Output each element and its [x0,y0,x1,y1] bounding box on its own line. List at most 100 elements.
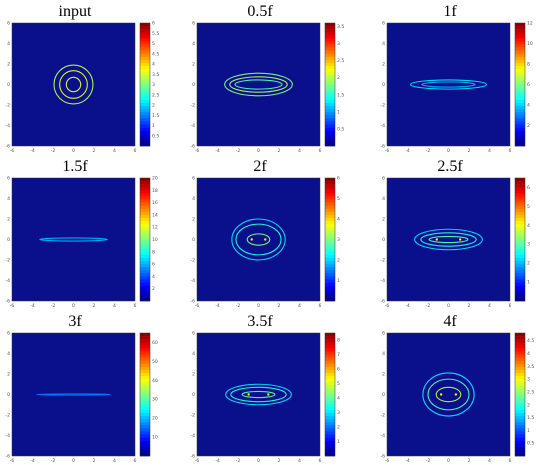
x-tick-label: 6 [134,303,137,309]
intensity-ring [428,235,469,244]
y-tick-label: -4 [190,433,195,439]
colorbar-segment [140,422,150,426]
colorbar-segment [140,251,150,256]
colorbar-segment [515,62,525,67]
plot-frame [196,22,321,147]
colorbar-segment [325,336,335,340]
colorbar-tick-label: 20 [152,416,158,422]
colorbar-segment [325,29,335,33]
x-tick-label: 0 [257,303,260,309]
colorbar-segment [515,115,525,119]
colorbar-segment [515,72,525,76]
colorbar-tick-label: 5 [527,204,530,210]
hot-spot [458,238,462,241]
colorbar-segment [140,412,150,417]
colorbar-segment [515,121,525,125]
colorbar-segment [140,257,150,262]
colorbar-segment [325,56,335,61]
colorbar-tick-label: 3 [527,242,530,248]
colorbar-segment [140,62,150,67]
hot-spot [267,393,270,396]
colorbar-tick-label: 20 [152,176,158,182]
x-tick-label: -4 [30,458,35,464]
x-tick-label: -4 [30,303,35,309]
colorbar-segment [140,184,150,188]
colorbar-segment [325,376,335,380]
y-tick-label: 0 [7,82,10,88]
colorbar-segment [515,279,525,283]
colorbar-tick-label: 4 [527,351,530,357]
x-tick-label: 2 [468,303,471,309]
colorbar-tick-label: 6 [527,82,530,88]
colorbar-segment [140,366,150,371]
colorbar-tick-label: 4.5 [152,51,159,57]
colorbar-segment [140,351,150,355]
colorbar-segment [140,273,150,277]
colorbar-segment [515,400,525,405]
colorbar-segment [325,118,335,122]
colorbar-segment [140,84,150,88]
colorbar-segment [515,273,525,277]
colorbar-segment [325,242,335,246]
colorbar-segment [325,416,335,420]
colorbar-segment [325,449,335,454]
colorbar-segment [515,81,525,85]
intensity-ring [224,72,293,97]
colorbar-tick-label: 6 [337,176,340,182]
y-tick-label: -2 [5,413,10,419]
colorbar-segment [140,32,150,36]
colorbar-segment [325,345,335,349]
colorbar-segment [515,264,525,268]
colorbar-segment [515,38,525,42]
colorbar-segment [140,406,150,411]
colorbar-segment [515,69,525,73]
colorbar-tick-label: 3 [337,41,340,47]
x-tick-label: -6 [10,148,15,154]
colorbar-segment [515,84,525,88]
colorbar-segment [325,360,335,365]
colorbar-segment [325,78,335,82]
y-tick-label: 6 [7,21,10,27]
colorbar-segment [515,109,525,113]
panel-title: 3f [68,313,82,330]
colorbar-segment [515,379,525,383]
plot-area [12,333,135,456]
colorbar-segment [140,50,150,55]
x-tick-label: -2 [236,148,241,154]
colorbar-segment [325,285,335,289]
colorbar-tick-label: 18 [152,188,158,194]
x-tick-label: -4 [215,303,220,309]
colorbar-segment [325,406,335,411]
plot-frame [386,332,511,457]
heatmap-panel: 1f -6 -4 -2 0 2 4 6 6 4 2 0 -2 -4 -6 2 4 6 8 10 12 [380,3,550,158]
colorbar-segment [325,419,335,423]
colorbar-tick-label: 3 [337,237,340,243]
colorbar-segment [140,360,150,365]
colorbar-segment [140,245,150,250]
colorbar-segment [325,93,335,98]
colorbar-segment [515,339,525,343]
y-tick-label: 6 [7,331,10,337]
colorbar-segment [325,291,335,296]
heatmap-panel: 4f -6 -4 -2 0 2 4 6 6 4 2 0 -2 -4 -6 0.5 1 1.5 2 2.5 3 3.5 4 4.… [380,313,550,468]
colorbar-segment [325,288,335,293]
y-tick-label: 2 [7,372,10,378]
colorbar-segment [515,227,525,231]
y-tick-label: 2 [192,217,195,223]
intensity-ring [36,393,111,396]
colorbar-segment [140,242,150,246]
x-tick-label: 6 [134,458,137,464]
colorbar-segment [325,214,335,219]
y-tick-label: -6 [190,299,195,305]
colorbar-segment [515,245,525,250]
colorbar-segment [515,93,525,98]
colorbar-segment [140,205,150,210]
colorbar-segment [140,297,150,302]
colorbar-segment [325,187,335,191]
y-tick-label: 4 [7,351,10,357]
colorbar-segment [325,273,335,277]
x-tick-label: -6 [10,303,15,309]
colorbar-segment [515,406,525,411]
colorbar-segment [140,202,150,206]
colorbar-segment [325,205,335,210]
